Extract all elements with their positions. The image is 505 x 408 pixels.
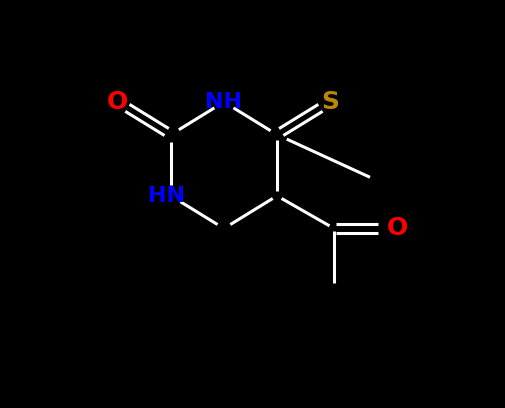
Text: NH: NH xyxy=(206,92,242,112)
Text: O: O xyxy=(107,90,128,114)
Text: HN: HN xyxy=(148,186,185,206)
Text: S: S xyxy=(321,90,339,114)
Text: O: O xyxy=(387,217,408,240)
